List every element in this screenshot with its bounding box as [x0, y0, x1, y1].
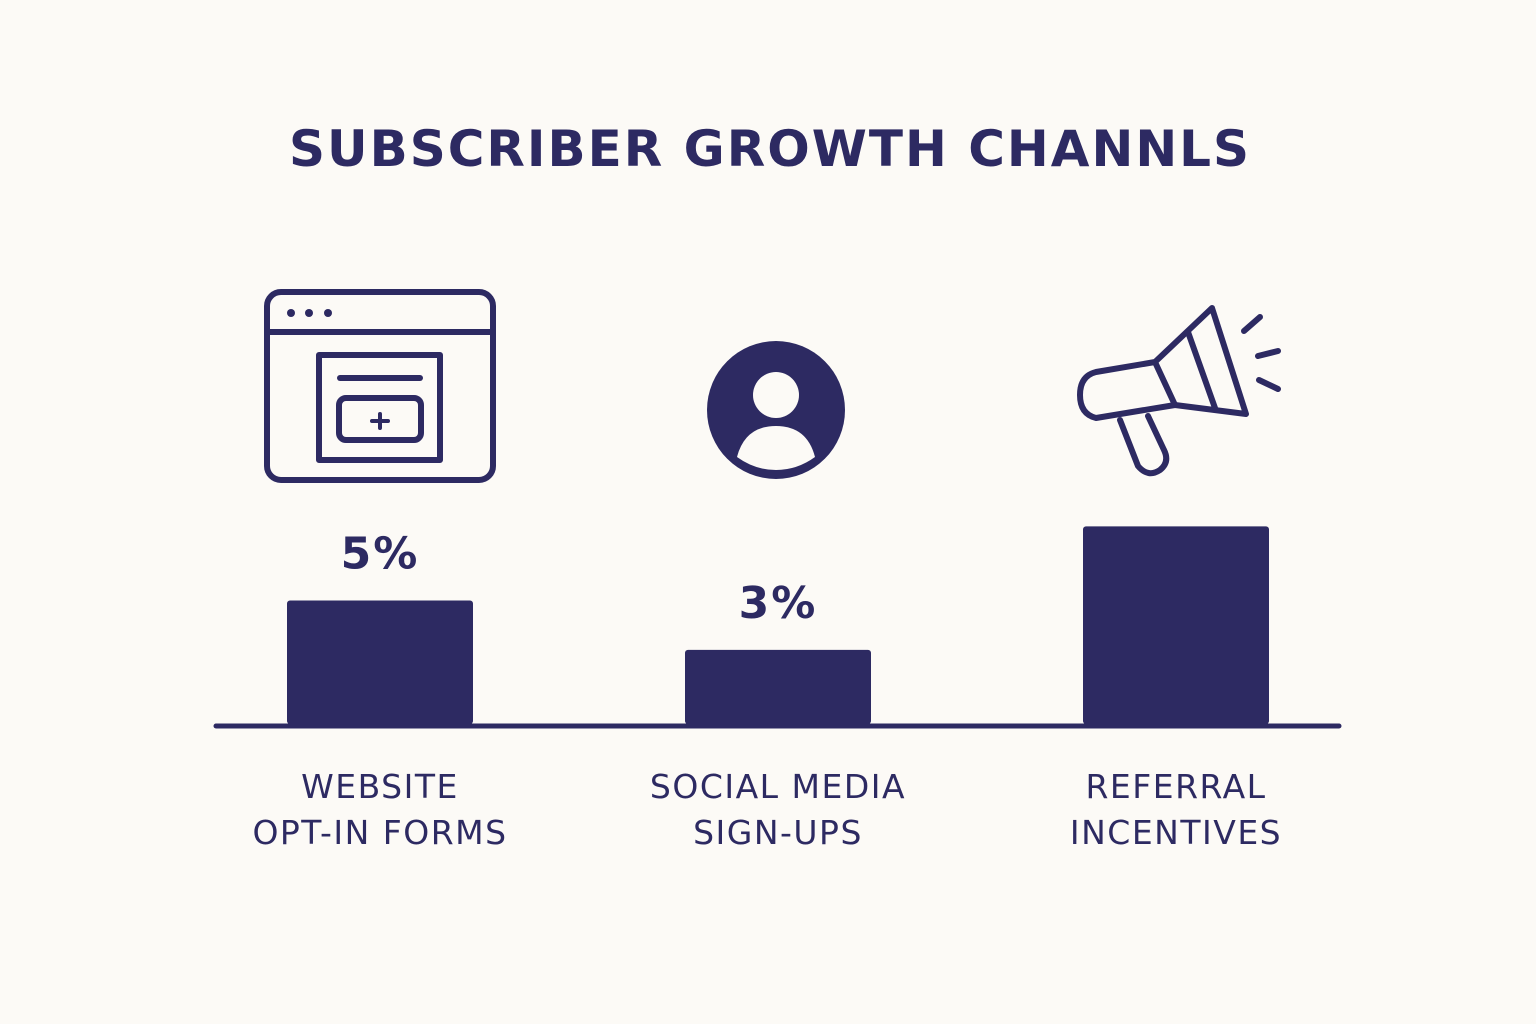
category-label: SOCIAL MEDIA SIGN-UPS [649, 767, 907, 852]
person-icon [707, 341, 845, 479]
website-icon [264, 289, 496, 483]
value-label: 5% [341, 529, 420, 580]
value-label: 3% [739, 578, 818, 629]
bar [287, 600, 473, 724]
bar [1083, 526, 1269, 724]
chart-title: SUBSCRIBER GROWTH CHANNLS [289, 120, 1251, 178]
bar [685, 649, 871, 724]
megaphone-icon [1077, 305, 1281, 477]
category-label: REFERRAL INCENTIVES [1069, 767, 1283, 852]
category-label: WEBSITE OPT-IN FORMS [252, 767, 508, 852]
